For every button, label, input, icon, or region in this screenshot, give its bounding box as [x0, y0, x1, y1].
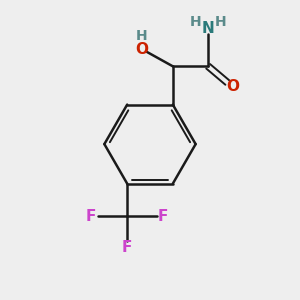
Text: N: N: [202, 21, 214, 36]
Text: O: O: [227, 79, 240, 94]
Text: O: O: [135, 42, 148, 57]
Text: F: F: [158, 208, 168, 224]
Text: H: H: [190, 15, 202, 28]
Text: F: F: [86, 208, 96, 224]
Text: H: H: [215, 15, 226, 28]
Text: F: F: [122, 240, 132, 255]
Text: H: H: [136, 29, 148, 43]
